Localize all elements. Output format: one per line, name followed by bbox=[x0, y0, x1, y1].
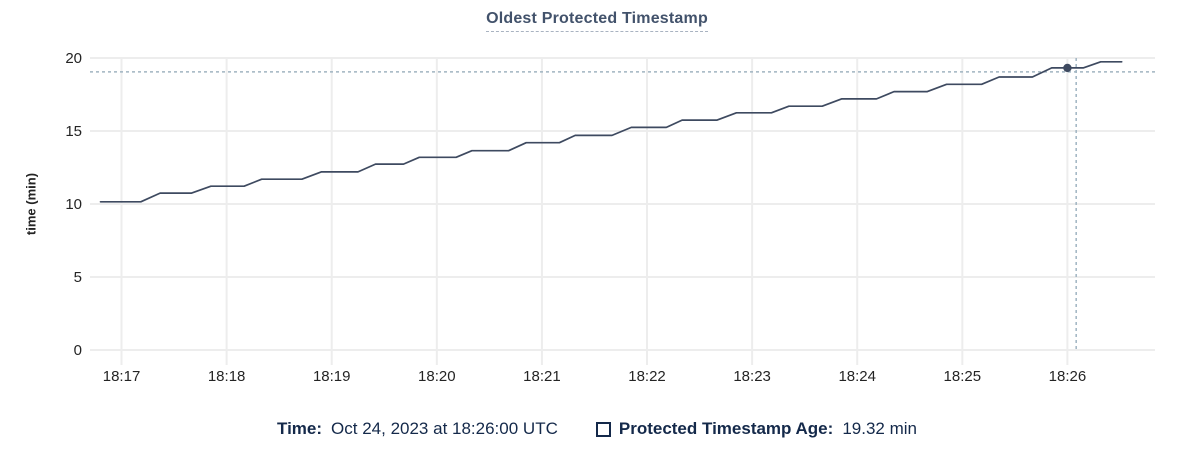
legend-time-group: Time: Oct 24, 2023 at 18:26:00 UTC bbox=[277, 419, 558, 439]
x-tick-label: 18:22 bbox=[628, 368, 666, 385]
hover-dot bbox=[1063, 63, 1072, 73]
hover-legend: Time: Oct 24, 2023 at 18:26:00 UTC Prote… bbox=[0, 419, 1194, 439]
y-axis-label: time (min) bbox=[23, 172, 39, 236]
y-tick-label: 5 bbox=[74, 269, 82, 286]
x-tick-label: 18:20 bbox=[418, 368, 456, 385]
legend-series-label: Protected Timestamp Age: bbox=[618, 419, 834, 438]
series-line bbox=[99, 60, 1123, 203]
legend-series-value: 19.32 min bbox=[842, 419, 917, 438]
chart-title-row: Oldest Protected Timestamp bbox=[0, 10, 1194, 32]
legend-series-group: Protected Timestamp Age: 19.32 min bbox=[595, 419, 917, 439]
legend-time-value: Oct 24, 2023 at 18:26:00 UTC bbox=[331, 419, 558, 438]
x-tick-label: 18:25 bbox=[944, 368, 982, 385]
y-tick-label: 20 bbox=[65, 50, 82, 67]
y-tick-label: 15 bbox=[65, 123, 82, 140]
chart-title[interactable]: Oldest Protected Timestamp bbox=[486, 10, 708, 32]
line-chart[interactable]: 0 5 10 15 20 18:17 18:18 18:19 18:20 18:21 18:22 18… bbox=[0, 0, 1194, 410]
x-tick-label: 18:19 bbox=[313, 368, 351, 385]
x-tick-label: 18:18 bbox=[208, 368, 246, 385]
series-checkbox-icon[interactable] bbox=[595, 421, 611, 437]
x-tick-label: 18:17 bbox=[103, 368, 141, 385]
x-tick-label: 18:21 bbox=[523, 368, 561, 385]
y-tick-label: 0 bbox=[74, 342, 82, 359]
y-tick-label: 10 bbox=[65, 196, 82, 213]
x-tick-label: 18:24 bbox=[838, 368, 876, 385]
x-tick-label: 18:26 bbox=[1049, 368, 1087, 385]
legend-time-label: Time: bbox=[277, 419, 323, 438]
x-tick-label: 18:23 bbox=[733, 368, 771, 385]
